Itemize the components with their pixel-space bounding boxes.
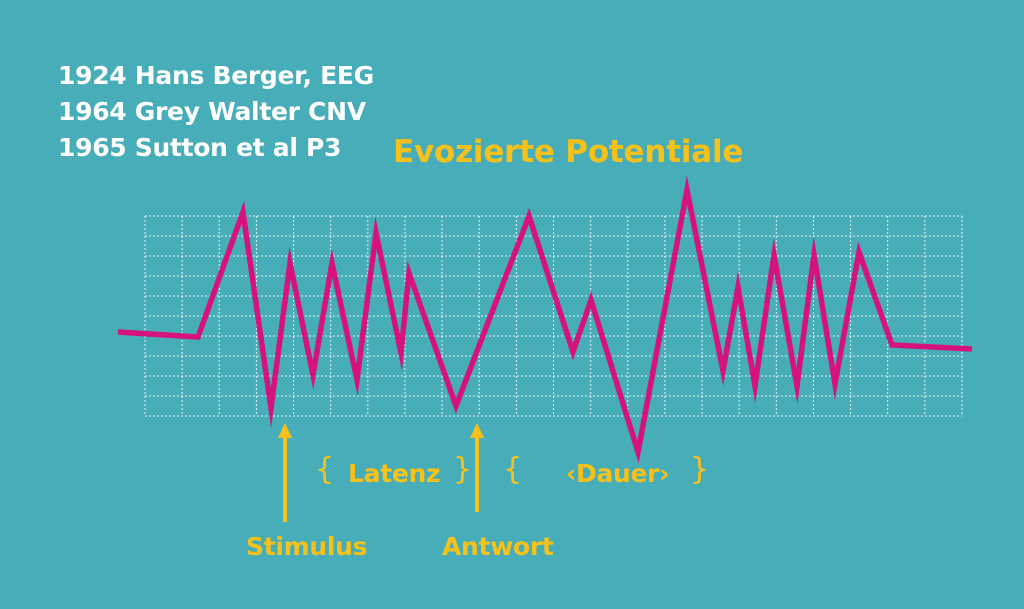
stimulus-label: Stimulus xyxy=(246,532,368,561)
grid xyxy=(144,215,963,417)
history-item-3: 1965 Sutton et al P3 xyxy=(58,133,342,162)
history-item-2: 1964 Grey Walter CNV xyxy=(58,97,366,126)
latency-brace-close: } xyxy=(453,452,473,487)
response-arrow-head xyxy=(470,423,484,438)
response-label: Antwort xyxy=(442,532,554,561)
latency-brace-open: { xyxy=(315,452,335,487)
duration-label: ‹Dauer› xyxy=(566,459,670,488)
latency-label: Latenz xyxy=(348,459,441,488)
history-item-1: 1924 Hans Berger, EEG xyxy=(58,61,374,90)
stimulus-arrow-head xyxy=(278,423,292,438)
diagram-title: Evozierte Potentiale xyxy=(393,134,744,170)
eeg-waveform xyxy=(117,175,973,464)
history-list: 1924 Hans Berger, EEG 1964 Grey Walter C… xyxy=(58,58,374,166)
duration-brace-close: } xyxy=(690,452,710,487)
duration-brace-open: { xyxy=(503,452,523,487)
